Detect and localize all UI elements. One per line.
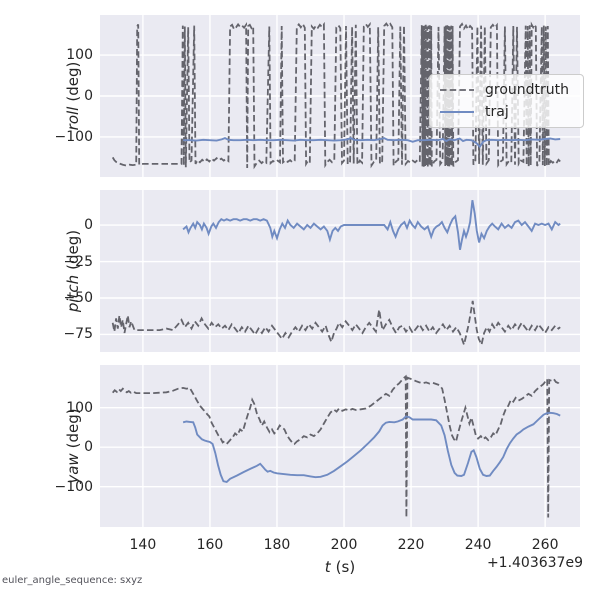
groundtruth-series-line [112,374,561,518]
roll-axis-label-var: roll [64,106,82,131]
x-axis-label-unit: (s) [335,558,356,576]
groundtruth-dashed-line-icon [440,89,474,91]
traj-solid-line-icon [440,111,474,113]
x-axis-offset-text: +1.403637e9 [486,555,583,571]
y-tick-label: 100 [66,47,93,64]
euler-sequence-note: euler_angle_sequence: sxyz [2,575,143,586]
x-tick-label: 220 [397,537,425,553]
yaw-subplot [100,365,580,527]
traj-series-line [182,200,561,250]
x-tick-label: 240 [464,537,492,553]
y-tick-label: 100 [66,399,93,416]
traj-series-line [182,411,561,484]
legend-label-groundtruth: groundtruth [485,82,570,98]
legend: groundtruth traj [429,74,585,128]
y-tick-label: −100 [54,478,93,495]
y-tick-label: −100 [54,128,93,145]
y-tick-label: 0 [84,217,93,234]
y-tick-label: 0 [84,439,93,456]
legend-label-traj: traj [485,104,509,120]
legend-entry-traj: traj [439,104,569,120]
x-axis-label: t (s) [0,558,600,576]
pitch-subplot [100,190,580,352]
y-tick-label: −75 [63,326,93,343]
y-tick-label: 0 [84,88,93,104]
groundtruth-series-line [111,300,561,348]
y-tick-label: −50 [63,290,93,306]
traj-series-line [183,137,561,149]
y-tick-label: −25 [63,253,93,270]
x-tick-label: 260 [531,537,559,553]
x-tick-label: 180 [263,537,291,553]
x-axis-label-var: t [324,558,331,576]
x-tick-label: 160 [196,537,224,553]
x-tick-label: 140 [129,537,157,553]
legend-entry-groundtruth: groundtruth [439,82,569,98]
x-tick-label: 200 [330,537,358,553]
groundtruth-series-line [111,21,561,170]
